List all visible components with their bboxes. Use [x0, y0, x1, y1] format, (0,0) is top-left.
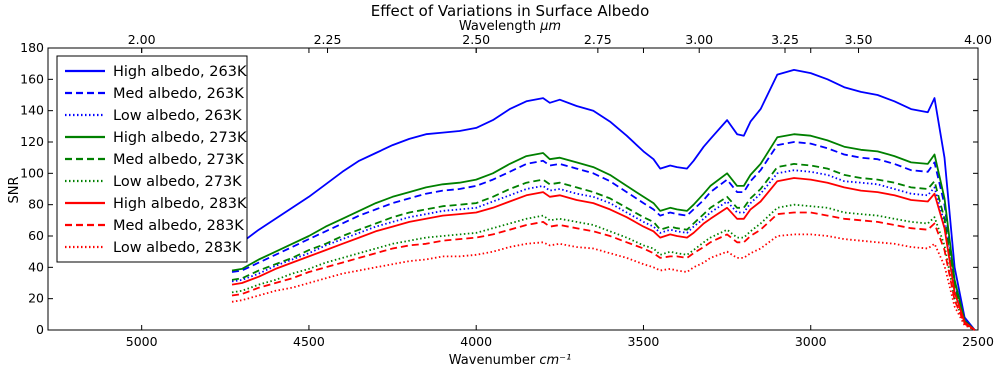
- legend-label: Low albedo, 283K: [113, 240, 242, 256]
- x-tick-label: 3500: [628, 334, 660, 349]
- y-tick-label: 60: [28, 228, 44, 243]
- series-line-4: [231, 133, 976, 331]
- chart-title: Effect of Variations in Surface Albedo: [371, 2, 650, 20]
- x-tick-label: 4500: [293, 334, 325, 349]
- y-tick-label: 100: [20, 165, 44, 180]
- series-line-7: [231, 177, 976, 331]
- y-tick-label: 40: [28, 259, 44, 274]
- y-tick-label: 160: [20, 71, 44, 86]
- x-tick-label: 3000: [795, 334, 827, 349]
- x2-tick-label: 2.25: [314, 32, 342, 47]
- legend-label: Low albedo, 263K: [113, 108, 242, 124]
- x2-tick-label: 2.50: [462, 32, 490, 47]
- y-tick-label: 20: [28, 291, 44, 306]
- top-axis-label: Wavelength μm: [459, 19, 561, 34]
- x-axis-label: Wavenumber cm⁻¹: [449, 353, 571, 368]
- x-axis-label-text: Wavenumber: [449, 353, 536, 368]
- series-line-1: [231, 69, 976, 331]
- legend-label: High albedo, 263K: [113, 64, 247, 80]
- series-line-9: [231, 233, 976, 331]
- x-tick-label: 5000: [126, 334, 158, 349]
- y-tick-label: 120: [20, 134, 44, 149]
- y-axis-label: SNR: [7, 176, 22, 203]
- x2-tick-label: 2.75: [584, 32, 612, 47]
- x2-tick-label: 3.25: [771, 32, 799, 47]
- x-tick-label: 4000: [460, 334, 492, 349]
- legend-label: Med albedo, 263K: [113, 86, 244, 102]
- y-tick-label: 180: [20, 40, 44, 55]
- x2-tick-label: 2.00: [128, 32, 156, 47]
- legend-label: High albedo, 273K: [113, 130, 247, 146]
- legend-label: Low albedo, 273K: [113, 174, 242, 190]
- x2-tick-label: 3.00: [685, 32, 713, 47]
- series-line-5: [231, 162, 976, 331]
- legend-label: High albedo, 283K: [113, 196, 247, 212]
- y-tick-label: 140: [20, 103, 44, 118]
- x2-tick-label: 3.50: [845, 32, 873, 47]
- series-line-8: [231, 211, 976, 331]
- x-tick-label: 2500: [962, 334, 994, 349]
- y-tick-label: 80: [28, 197, 44, 212]
- plot-area: 5000 4500 4000 3500 3000 2500 2.00 2.25 2.50 2.75…: [20, 32, 994, 349]
- legend-label: Med albedo, 273K: [113, 152, 244, 168]
- x2-tick-label: 4.00: [964, 32, 992, 47]
- x-axis-unit: cm⁻¹: [539, 353, 571, 368]
- legend-label: Med albedo, 283K: [113, 218, 244, 234]
- plot-frame: [47, 47, 979, 331]
- legend: High albedo, 263K Med albedo, 263K Low alb…: [56, 55, 248, 263]
- y-tick-label: 0: [36, 322, 44, 337]
- top-axis-label-text: Wavelength: [459, 19, 536, 34]
- series-line-3: [231, 169, 976, 331]
- top-axis-unit: μm: [539, 19, 561, 34]
- series-line-2: [231, 141, 976, 331]
